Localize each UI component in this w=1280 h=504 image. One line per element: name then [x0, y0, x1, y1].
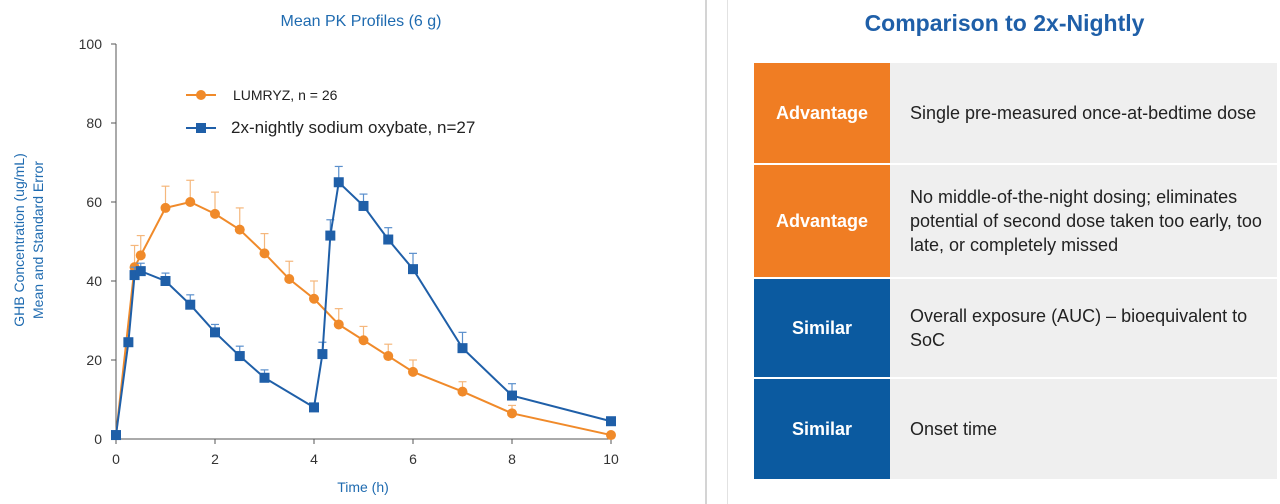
x-axis-title: Time (h) [337, 479, 389, 495]
data-point [358, 335, 369, 346]
data-point [457, 343, 468, 354]
comparison-text: Overall exposure (AUC) – bioequivalent t… [890, 279, 1277, 377]
comparison-row: Advantage Single pre-measured once-at-be… [754, 63, 1277, 163]
y-tick-label: 80 [86, 115, 102, 131]
data-point [317, 349, 328, 360]
y-axis-title-line: Mean and Standard Error [30, 161, 46, 319]
data-point [135, 250, 146, 261]
data-point [325, 230, 336, 241]
data-point [185, 299, 196, 310]
legend-marker [196, 90, 206, 100]
data-point [135, 266, 146, 277]
data-point [408, 366, 418, 377]
series-2x-nightly [111, 165, 616, 441]
legend-label: 2x-nightly sodium oxybate, n=27 [231, 118, 475, 137]
legend-marker [196, 123, 206, 133]
data-point [358, 200, 369, 211]
data-point [284, 274, 295, 285]
data-point [507, 390, 517, 401]
data-point [408, 264, 418, 275]
comparison-text: Onset time [890, 379, 1277, 479]
x-tick-label: 8 [508, 451, 516, 467]
comparison-row: Similar Onset time [754, 379, 1277, 479]
chart-axes: 0 20 40 60 80 100 0 2 4 6 8 10 [79, 36, 619, 467]
data-point [507, 408, 517, 419]
data-point [129, 270, 140, 281]
x-tick-label: 6 [409, 451, 417, 467]
x-tick-label: 4 [310, 451, 318, 467]
y-tick-label: 0 [94, 431, 102, 447]
data-point [259, 248, 270, 259]
series-line [115, 200, 612, 437]
series-layer [111, 165, 616, 441]
data-point [160, 202, 171, 213]
y-axis-title: GHB Concentration (ug/mL) Mean and Standa… [11, 153, 46, 327]
data-point [457, 386, 468, 397]
legend-item: 2x-nightly sodium oxybate, n=27 [186, 118, 475, 137]
y-axis-title-line: GHB Concentration (ug/mL) [11, 153, 27, 327]
data-point [185, 197, 196, 207]
x-tick-label: 2 [211, 451, 219, 467]
data-point [333, 319, 344, 330]
data-point [210, 208, 220, 219]
y-tick-label: 40 [86, 273, 102, 289]
data-point [333, 177, 344, 188]
legend-label: LUMRYZ, n = 26 [233, 87, 338, 103]
data-point [383, 351, 394, 362]
comparison-row: Advantage No middle-of-the-night dosing;… [754, 165, 1277, 277]
comparison-label: Similar [754, 279, 890, 377]
data-point [234, 351, 245, 362]
data-point [160, 276, 171, 286]
comparison-text: Single pre-measured once-at-bedtime dose [890, 63, 1277, 163]
pk-chart-panel: Mean PK Profiles (6 g) 0 20 40 60 80 100 0 2 4 6 8… [11, 13, 619, 495]
data-point [123, 337, 134, 348]
data-point [259, 372, 270, 383]
data-point [383, 234, 394, 245]
y-tick-label: 20 [86, 352, 102, 368]
x-tick-label: 10 [603, 451, 619, 467]
y-tick-label: 60 [86, 194, 102, 210]
data-point [606, 416, 616, 427]
comparison-table: Advantage Single pre-measured once-at-be… [754, 63, 1277, 481]
chart-legend: LUMRYZ, n = 26 2x-nightly sodium oxybate,… [186, 87, 475, 137]
comparison-label: Advantage [754, 63, 890, 163]
data-point [111, 430, 121, 441]
comparison-title: Comparison to 2x-Nightly [864, 10, 1145, 36]
chart-title: Mean PK Profiles (6 g) [281, 13, 442, 30]
comparison-panel: Comparison to 2x-Nightly Advantage Singl… [727, 0, 1280, 504]
pk-line-chart: Mean PK Profiles (6 g) 0 20 40 60 80 100 0 2 4 6 8… [11, 13, 619, 495]
comparison-row: Similar Overall exposure (AUC) – bioequi… [754, 279, 1277, 377]
x-tick-label: 0 [112, 451, 120, 467]
comparison-label: Similar [754, 379, 890, 479]
y-tick-label: 100 [79, 36, 103, 52]
data-point [606, 430, 616, 441]
comparison-text: No middle-of-the-night dosing; eliminate… [890, 165, 1277, 277]
data-point [234, 224, 245, 235]
data-point [210, 327, 220, 338]
data-point [309, 402, 319, 413]
series-lumryz [111, 179, 616, 441]
panel-divider [705, 0, 707, 504]
legend-item: LUMRYZ, n = 26 [186, 87, 338, 103]
comparison-label: Advantage [754, 165, 890, 277]
data-point [309, 293, 319, 304]
